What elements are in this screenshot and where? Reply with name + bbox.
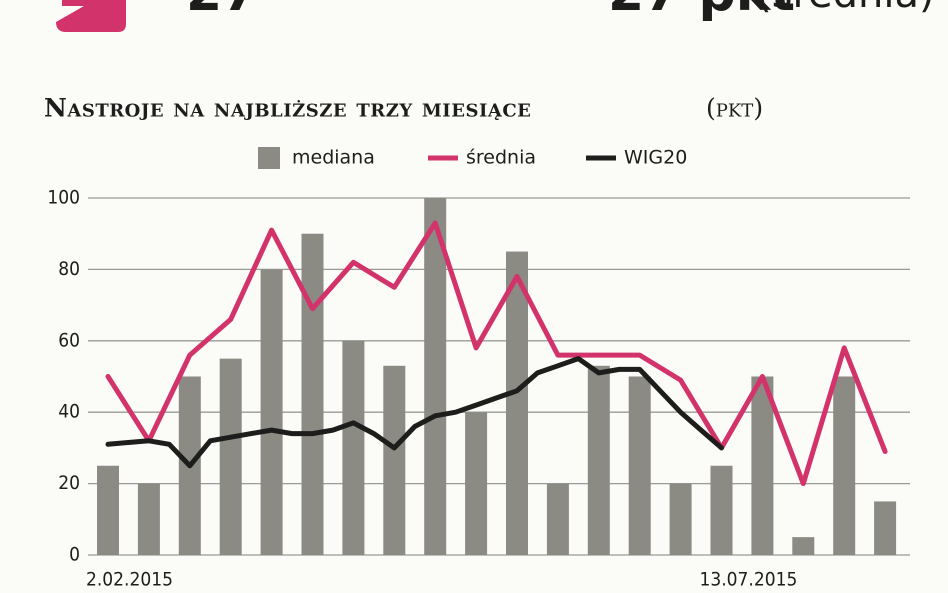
chart-title-unit: (pkt) — [706, 94, 763, 123]
legend-label: średnia — [466, 147, 536, 169]
y-tick-label: 60 — [58, 329, 80, 351]
bar — [219, 358, 242, 555]
header-left-value: 27 — [186, 0, 258, 23]
bar — [792, 537, 815, 555]
bar — [97, 465, 119, 555]
legend-swatch — [258, 147, 280, 169]
bar — [546, 483, 569, 555]
bar — [137, 483, 160, 555]
y-tick-label: 0 — [69, 544, 80, 566]
bar — [301, 233, 324, 555]
line — [105, 220, 888, 487]
bar — [424, 198, 447, 555]
y-tick-label: 20 — [58, 472, 80, 494]
bar — [710, 465, 733, 555]
bar — [260, 269, 283, 555]
y-tick-label: 80 — [58, 258, 80, 280]
legend-label: WIG20 — [624, 147, 687, 169]
bar — [628, 376, 651, 555]
bar — [342, 340, 365, 555]
bar — [874, 501, 897, 555]
bar — [506, 251, 528, 556]
x-tick-label: 13.07.2015 — [700, 569, 798, 591]
logo — [56, 0, 126, 32]
bar — [465, 412, 488, 555]
header-right-note: (średnia) — [756, 0, 935, 17]
bar — [833, 376, 856, 555]
bar — [669, 483, 692, 555]
bar — [587, 365, 610, 555]
chart-title: Nastroje na najbliższe trzy miesiące — [44, 94, 531, 123]
bar — [383, 365, 406, 555]
bar — [751, 376, 774, 555]
legend-label: mediana — [292, 147, 375, 169]
line — [105, 356, 724, 469]
y-tick-label: 100 — [47, 187, 80, 209]
legend: mediana średnia WIG20 — [258, 147, 687, 169]
y-tick-label: 40 — [58, 401, 80, 423]
x-tick-label: 2.02.2015 — [86, 569, 173, 591]
header-right-value: 27 pkt — [608, 0, 795, 23]
